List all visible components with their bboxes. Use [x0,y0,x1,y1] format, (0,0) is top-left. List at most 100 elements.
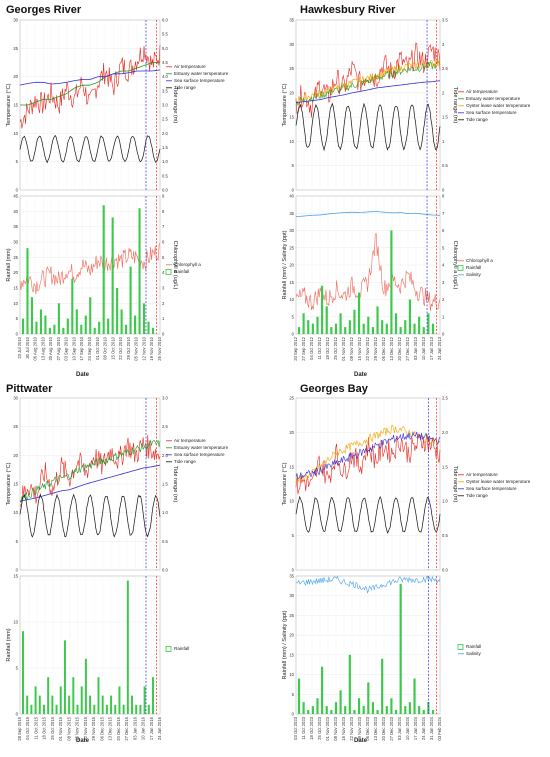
y-axis-label-right: Tide range (m) [172,87,178,124]
legend-label: Sea surface temperature [466,486,517,491]
y-tick-label: 10 [289,499,294,504]
y-tick-label: 20 [289,90,294,95]
rain-bar [42,704,45,714]
y-tick-label: 0 [292,332,295,337]
rain-bar [120,309,123,334]
y-tick-label: 40 [13,209,18,214]
x-tick-label: 03 Feb 2024 [437,716,442,740]
y-tick-label: 25 [289,396,294,401]
y-tick-label-right: 4.5 [162,60,168,65]
y-tick-label-right: 5.5 [162,32,168,37]
rain-bar [97,677,100,714]
rain-bar [339,690,342,714]
x-tick-label: 17 Jan 2024 [413,716,418,740]
rain-bar [348,654,351,714]
rain-bar [76,704,79,714]
rain-bar [84,658,87,714]
rain-bar [38,695,41,714]
y-tick-label-right: 0.0 [442,568,448,573]
y-tick-label: 0 [16,712,19,717]
legend-label: Estuary water temperature [466,96,521,101]
series-line [19,44,161,129]
legend-label: Tide range [174,459,196,464]
legend-label: Rainfall [466,265,481,270]
rain-bar [413,678,416,714]
y-axis-label: Temperature (°C) [282,83,288,126]
rain-bar [408,702,411,714]
legend: Air temperature Oyster lease water temper… [458,472,531,498]
rain-bar [316,698,319,714]
x-tick-label: 10 Jan 2024 [405,716,410,740]
rain-bar [394,313,398,334]
rain-bar [72,677,75,714]
rain-bar [371,327,375,334]
y-tick-label: 35 [289,18,294,23]
rain-bar [35,321,38,334]
y-tick-label: 15 [13,286,18,291]
rain-bar [75,309,78,334]
y-tick-label: 0 [16,332,19,337]
rain-bar [353,309,356,334]
rain-bar [399,583,402,714]
legend-label: Air temperature [174,438,206,443]
top-panel: 0 5 10 15 20 25 0.0 0.5 1.0 1.5 2.0 2.5 Tide range (… [282,396,531,573]
rain-bar [22,631,24,714]
rain-bar [381,320,384,334]
y-tick-label: 15 [289,464,294,469]
x-tick-label: 18 Oct 2023 [309,716,314,739]
legend-label: Air temperature [174,64,206,69]
rain-bar [422,710,425,714]
chart-3: Georges Bay 0 5 10 15 20 25 0.0 0.5 1.0 1.5 2.0 2.5 T… [282,383,531,744]
y-tick-label-right: 1.5 [162,482,168,487]
x-tick-label: 17 Jan 2013 [429,336,434,360]
legend-label: Rainfall [174,646,189,651]
rain-bar [102,205,105,334]
y-tick-label-right: 1.0 [442,499,448,504]
y-tick-label-right: 0.5 [162,539,168,544]
legend-label: Estuary water temperature [174,71,229,76]
rain-bar [413,323,416,334]
rain-bar [51,695,54,714]
rain-bar [80,324,83,334]
rain-bar [118,686,121,714]
rain-bar [39,309,42,334]
y-tick-label: 5 [16,666,19,671]
x-tick-label: 24 Jan 2013 [437,336,442,360]
rain-bar [126,580,129,714]
legend-label: Air temperature [466,472,498,477]
x-tick-label: 10 Jan 2013 [421,336,426,360]
y-tick-label: 15 [289,115,294,120]
rain-bar [381,658,384,714]
x-tick-label: 17 Sep 2010 [79,336,84,360]
rain-bar [422,327,425,334]
rain-bar [66,318,69,334]
rain-bar [330,327,333,334]
y-tick-label: 0 [16,568,19,573]
x-tick-label: 01 Nov 2012 [341,336,346,360]
x-tick-label: 18 Oct 2015 [42,716,47,739]
series-line [295,575,441,594]
legend: Chlorophyll a Rainfall Salinity [457,258,493,277]
rain-bar [404,706,407,714]
x-tick-label: 04 Oct 2012 [309,336,314,359]
y-tick-label-right: 2 [442,297,445,302]
x-tick-label: 29 Nov 2023 [357,716,362,740]
y-tick-label-right: 0 [162,332,165,337]
x-tick-label: 08 Nov 2023 [333,716,338,740]
x-tick-label: 29 Oct 2010 [126,336,131,359]
y-tick-label: 35 [289,574,294,579]
bot-panel: 0 5 10 15 20 25 30 35 Rainfall (mm) / Salinity (… [282,574,482,717]
y-tick-label-right: 5 [442,245,445,250]
rain-bar [371,702,375,714]
rain-bar [131,695,134,714]
rain-bar [339,313,342,334]
bot-panel: 0 5 10 15 20 25 30 35 40 0 1 2 3 4 5 6 7 8 Chlorophyll a (… [282,194,493,337]
rain-bar [89,695,92,714]
rain-bar [418,316,421,334]
x-tick-label: 15 Oct 2010 [110,336,115,359]
legend-label: Oyster lease water temperature [466,103,531,108]
rain-bar [21,318,25,334]
rain-bar [321,285,324,334]
rain-bar [93,327,96,334]
legend: Rainfall [165,646,189,652]
